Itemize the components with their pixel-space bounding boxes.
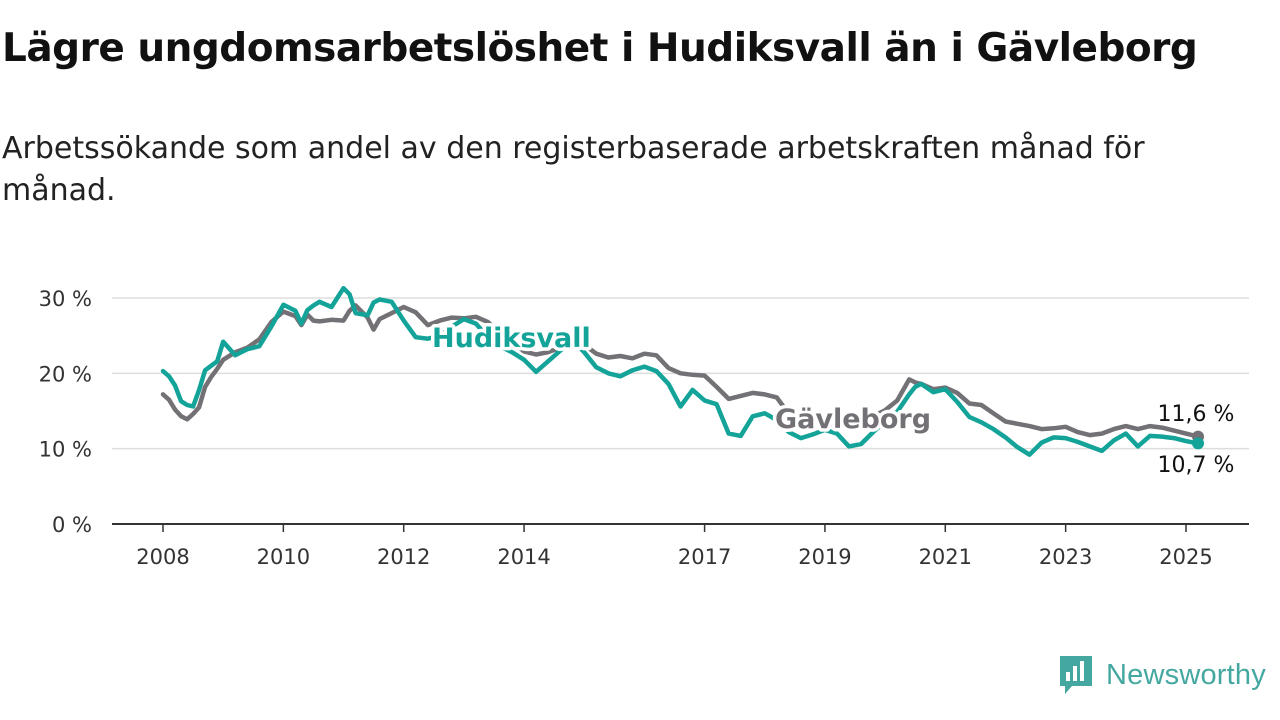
newsworthy-logo-icon xyxy=(1060,656,1092,694)
x-tick-label: 2021 xyxy=(919,545,972,569)
x-tick-label: 2025 xyxy=(1159,545,1212,569)
x-tick-label: 2008 xyxy=(136,545,189,569)
series-line-hudiksvall xyxy=(160,285,1201,457)
x-tick-label: 2017 xyxy=(678,545,731,569)
series-name-label: Gävleborg xyxy=(775,404,931,435)
x-axis: 2008 2010 2012 2014 2017 2019 2021 2023 2025 xyxy=(112,523,1249,569)
x-tick-label: 2012 xyxy=(377,545,430,569)
y-tick-label: 0 % xyxy=(52,513,92,537)
x-tick-label: 2019 xyxy=(798,545,851,569)
y-tick-label: 30 % xyxy=(39,287,92,311)
newsworthy-logo-text: Newsworthy xyxy=(1106,658,1266,691)
y-tick-label: 10 % xyxy=(39,438,92,462)
chart-subtitle: Arbetssökande som andel av den registerb… xyxy=(2,131,1145,208)
x-tick-label: 2010 xyxy=(257,545,310,569)
series-lines xyxy=(160,285,1205,457)
end-value-label: 11,6 % xyxy=(1158,402,1235,427)
series-name-label: Hudiksvall xyxy=(432,323,591,354)
newsworthy-logo[interactable]: Newsworthy xyxy=(1058,654,1266,696)
x-tick-label: 2014 xyxy=(497,545,550,569)
series-labels: 11,6 % 10,7 % Hudiksvall Gävleborg xyxy=(429,320,1235,479)
y-tick-label: 20 % xyxy=(39,362,92,386)
chart-title: Lägre ungdomsarbetslöshet i Hudiksvall ä… xyxy=(2,26,1198,71)
series-line-gävleborg xyxy=(160,303,1201,439)
x-tick-label: 2023 xyxy=(1039,545,1092,569)
y-axis-ticks: 0 % 10 % 20 % 30 % xyxy=(39,287,92,537)
end-point-hudiksvall xyxy=(1192,437,1205,450)
end-value-label: 10,7 % xyxy=(1158,453,1235,478)
